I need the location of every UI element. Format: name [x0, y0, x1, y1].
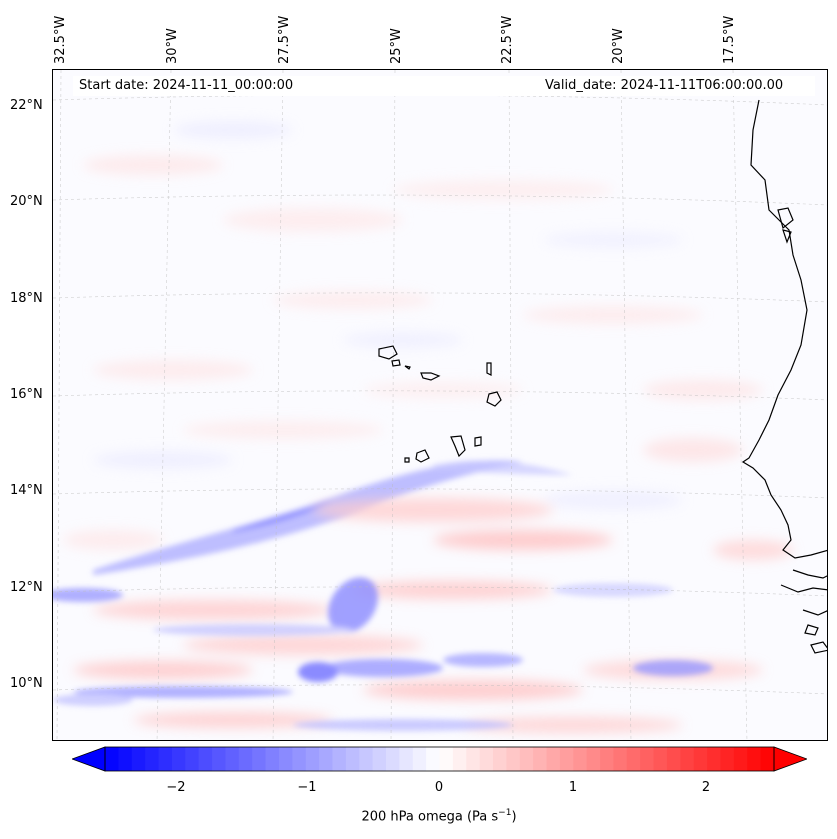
- colorbar-cell: [198, 747, 213, 771]
- colorbar-cell: [747, 747, 762, 771]
- colorbar-cell: [452, 747, 467, 771]
- info-strip: [73, 76, 815, 96]
- lon-label: 30°W: [165, 28, 180, 64]
- lon-label: 22.5°W: [500, 15, 515, 64]
- colorbar-cell: [131, 747, 146, 771]
- colorbar-cell: [185, 747, 200, 771]
- valid-date-label: Valid_date: 2024-11-11T06:00:00.00: [545, 78, 784, 93]
- start-date-label: Start date: 2024-11-11_00:00:00: [79, 78, 294, 93]
- colorbar-cell: [252, 747, 267, 771]
- colorbar-cell: [171, 747, 186, 771]
- colorbar-cell: [412, 747, 427, 771]
- colorbar-tick-label: 1: [568, 780, 578, 795]
- colorbar-graphic: [70, 746, 809, 772]
- lon-label: 20°W: [611, 28, 626, 64]
- colorbar-cell: [332, 747, 347, 771]
- colorbar-cell: [359, 747, 374, 771]
- colorbar-cell: [426, 747, 440, 771]
- lat-label: 10°N: [10, 676, 43, 691]
- colorbar-tick-label: −1: [297, 780, 317, 795]
- colorbar-cell: [372, 747, 387, 771]
- colorbar: [70, 746, 809, 772]
- colorbar-cell: [733, 747, 748, 771]
- colorbar-cell: [265, 747, 280, 771]
- lon-label: 25°W: [389, 28, 404, 64]
- colorbar-cell: [760, 747, 775, 771]
- colorbar-cell: [158, 747, 173, 771]
- map-panel: [52, 69, 828, 741]
- lon-label: 17.5°W: [722, 15, 737, 64]
- colorbar-cell: [559, 747, 574, 771]
- colorbar-cell: [693, 747, 708, 771]
- colorbar-cell: [278, 747, 293, 771]
- colorbar-cell: [466, 747, 481, 771]
- colorbar-cell: [319, 747, 333, 771]
- colorbar-cell: [118, 747, 133, 771]
- colorbar-cell: [105, 747, 119, 771]
- colorbar-cell: [305, 747, 320, 771]
- colorbar-cell: [212, 747, 226, 771]
- lat-label: 18°N: [10, 291, 43, 306]
- colorbar-cell: [399, 747, 414, 771]
- colorbar-label: 200 hPa omega (Pa s−1): [361, 808, 517, 825]
- lat-label: 16°N: [10, 387, 43, 402]
- omega-field-map: [53, 70, 827, 740]
- colorbar-cell: [546, 747, 561, 771]
- colorbar-cell: [519, 747, 534, 771]
- colorbar-cell: [600, 747, 614, 771]
- gridlines: [53, 70, 827, 740]
- lon-label: 27.5°W: [277, 15, 292, 64]
- colorbar-cell: [613, 747, 628, 771]
- colorbar-cell: [626, 747, 641, 771]
- colorbar-extend-high: [773, 746, 809, 772]
- colorbar-tick-label: 2: [701, 780, 711, 795]
- colorbar-cell: [586, 747, 601, 771]
- lat-label: 20°N: [10, 194, 43, 209]
- lat-label: 22°N: [10, 98, 43, 113]
- colorbar-cell: [533, 747, 548, 771]
- colorbar-cell: [640, 747, 655, 771]
- colorbar-cell: [653, 747, 668, 771]
- colorbar-cell: [238, 747, 253, 771]
- colorbar-tick-label: 0: [434, 780, 444, 795]
- colorbar-cell: [666, 747, 681, 771]
- colorbar-cell: [573, 747, 588, 771]
- colorbar-cell: [345, 747, 360, 771]
- colorbar-cell: [707, 747, 721, 771]
- lat-label: 12°N: [10, 580, 43, 595]
- colorbar-cell: [385, 747, 400, 771]
- lat-label: 14°N: [10, 483, 43, 498]
- colorbar-cell: [225, 747, 240, 771]
- lon-label: 32.5°W: [53, 15, 68, 64]
- colorbar-cell: [493, 747, 507, 771]
- colorbar-cell: [680, 747, 695, 771]
- omega-contours: [53, 121, 793, 733]
- colorbar-cell: [506, 747, 521, 771]
- colorbar-cell: [720, 747, 735, 771]
- colorbar-extend-low: [70, 746, 106, 772]
- colorbar-tick-label: −2: [166, 780, 186, 795]
- colorbar-cell: [145, 747, 160, 771]
- colorbar-cell: [479, 747, 494, 771]
- coastline: [378, 99, 827, 654]
- colorbar-cell: [439, 747, 454, 771]
- colorbar-cell: [292, 747, 307, 771]
